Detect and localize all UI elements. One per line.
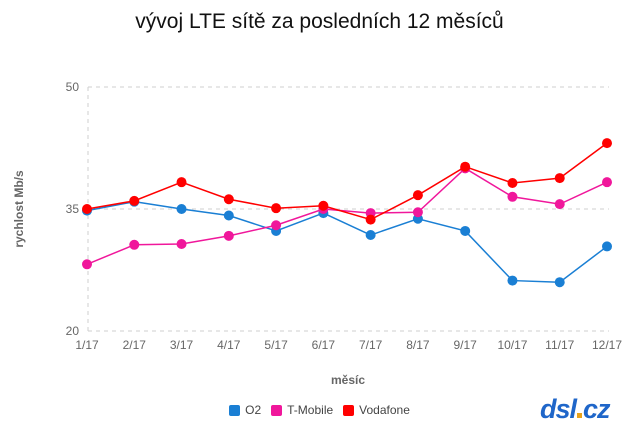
x-tick-label: 6/17 [312,338,336,352]
dsl-cz-logo: dsl cz [540,394,611,425]
data-point-t-mobile [129,239,140,250]
legend-label: Vodafone [359,403,410,417]
data-point-t-mobile [271,220,282,231]
data-point-vodafone [554,173,565,184]
data-point-o2 [176,204,187,214]
data-point-vodafone [412,190,423,201]
logo-left: dsl [540,394,577,424]
x-tick-label: 5/17 [264,338,288,352]
series-line-t-mobile [86,167,608,265]
logo-dot [577,413,583,418]
data-point-vodafone [460,161,471,172]
data-point-o2 [460,225,471,236]
legend: O2 T-Mobile Vodafone [0,403,639,419]
data-point-t-mobile [554,199,565,210]
data-point-vodafone [82,204,92,214]
data-point-o2 [365,230,376,241]
data-point-o2 [223,210,234,221]
logo-right: cz [583,394,611,424]
y-tick-label: 35 [66,202,80,216]
data-point-o2 [507,275,518,286]
x-tick-label: 7/17 [359,338,383,352]
data-point-vodafone [318,200,329,211]
x-tick-label: 1/17 [75,338,99,352]
x-tick-label: 12/17 [592,338,622,352]
data-point-t-mobile [507,191,518,202]
data-point-vodafone [176,177,187,188]
chart-title: vývoj LTE sítě za posledních 12 měsíců [135,10,504,33]
series-line-vodafone [86,142,608,221]
legend-label: O2 [245,403,262,417]
series-line-o2 [86,200,608,283]
data-point-o2 [554,277,565,288]
y-tick-label: 50 [66,80,80,94]
y-tick-label: 20 [66,324,80,338]
legend-item-vodafone[interactable]: Vodafone [343,403,410,417]
x-tick-label: 9/17 [454,338,478,352]
legend-swatch [343,404,355,416]
x-tick-label: 4/17 [217,338,241,352]
data-point-vodafone [602,138,612,149]
data-point-t-mobile [602,177,612,188]
data-point-t-mobile [82,259,92,270]
x-tick-label: 3/17 [170,338,194,352]
x-tick-label: 11/17 [545,338,574,352]
data-point-vodafone [507,177,518,188]
legend-swatch [229,404,241,416]
data-point-vodafone [271,203,282,214]
data-point-t-mobile [176,238,187,249]
x-tick-label: 2/17 [123,338,147,352]
data-point-t-mobile [412,207,423,218]
legend-item-t-mobile[interactable]: T-Mobile [271,403,333,417]
data-point-vodafone [365,214,376,225]
x-tick-label: 10/17 [497,338,527,352]
data-point-vodafone [129,195,140,206]
legend-item-o2[interactable]: O2 [229,403,261,417]
data-point-t-mobile [223,230,234,241]
x-axis-title: měsíc [331,373,365,387]
data-point-o2 [602,241,612,252]
legend-swatch [271,404,283,416]
x-tick-label: 8/17 [406,338,430,352]
legend-label: T-Mobile [287,403,334,417]
data-point-vodafone [223,194,234,205]
y-axis-title: rychlost Mb/s [12,170,26,248]
